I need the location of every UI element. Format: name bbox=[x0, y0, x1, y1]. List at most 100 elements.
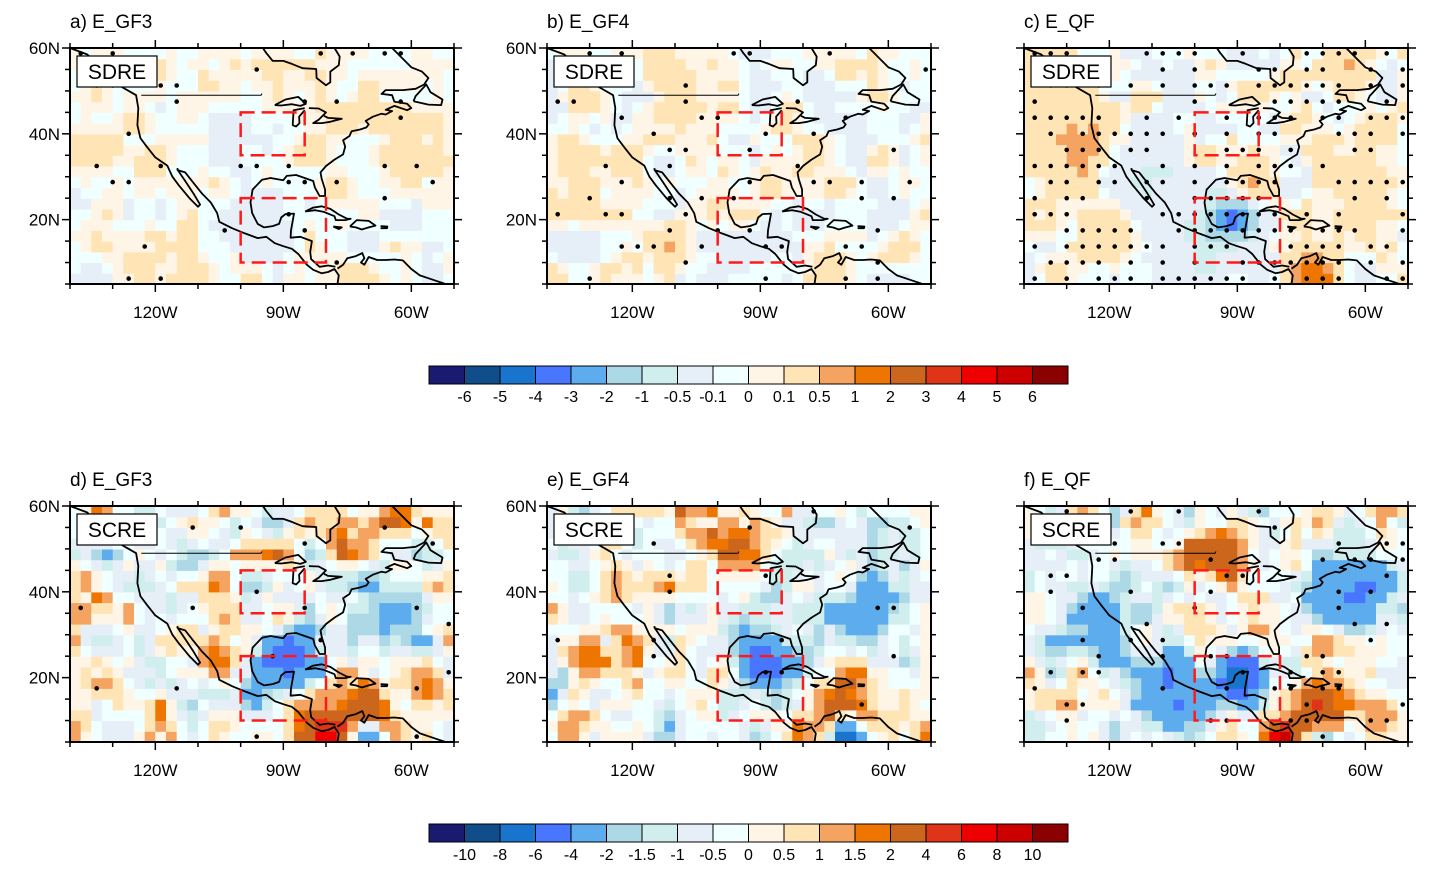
field-cell bbox=[835, 559, 847, 571]
field-cell bbox=[792, 187, 804, 199]
field-cell bbox=[813, 187, 825, 199]
field-cell bbox=[899, 198, 911, 210]
field-cell bbox=[230, 645, 242, 657]
significance-dot bbox=[1096, 131, 1101, 137]
field-cell bbox=[1077, 198, 1089, 210]
field-cell bbox=[326, 58, 338, 70]
field-cell bbox=[155, 548, 167, 561]
significance-dot bbox=[1288, 147, 1293, 153]
field-cell bbox=[70, 570, 82, 582]
field-cell bbox=[187, 90, 199, 103]
field-cell bbox=[675, 581, 687, 593]
field-cell bbox=[888, 720, 900, 732]
field-cell bbox=[1152, 112, 1164, 124]
field-cell bbox=[1173, 101, 1185, 113]
field-cell bbox=[432, 230, 444, 242]
significance-dot bbox=[302, 605, 308, 611]
field-cell bbox=[643, 581, 655, 593]
field-cell bbox=[600, 731, 612, 742]
field-cell bbox=[835, 591, 847, 604]
field-cell bbox=[326, 230, 338, 242]
field-cell bbox=[1024, 284, 1035, 295]
field-cell bbox=[400, 624, 412, 636]
field-cell bbox=[251, 677, 263, 689]
field-cell bbox=[219, 742, 230, 753]
field-cell bbox=[70, 176, 82, 188]
field-cell bbox=[390, 166, 402, 178]
field-cell bbox=[728, 133, 740, 146]
field-cell bbox=[856, 559, 868, 571]
field-cell bbox=[262, 709, 274, 722]
field-cell bbox=[1226, 144, 1238, 156]
field-cell bbox=[1034, 720, 1046, 732]
field-cell bbox=[1109, 144, 1121, 156]
field-cell bbox=[187, 219, 199, 231]
field-cell bbox=[611, 602, 623, 614]
field-cell bbox=[368, 709, 380, 722]
field-cell bbox=[198, 516, 210, 528]
field-cell bbox=[1344, 112, 1356, 124]
field-cell bbox=[80, 559, 92, 571]
field-cell bbox=[1162, 112, 1174, 124]
field-cell bbox=[358, 48, 370, 60]
field-cell bbox=[781, 656, 793, 668]
field-cell bbox=[899, 602, 911, 614]
field-cell bbox=[123, 198, 135, 210]
field-cell bbox=[155, 634, 167, 646]
field-cell bbox=[294, 241, 306, 253]
field-cell bbox=[1194, 133, 1206, 146]
field-cell bbox=[1397, 262, 1408, 274]
field-cell bbox=[176, 506, 188, 518]
field-cell bbox=[1280, 176, 1292, 188]
field-cell bbox=[1322, 58, 1334, 70]
field-cell bbox=[1280, 133, 1292, 146]
field-cell bbox=[1269, 144, 1281, 156]
field-cell bbox=[187, 80, 199, 92]
field-cell bbox=[877, 187, 889, 199]
coastline-puerto-rico bbox=[857, 225, 866, 230]
field-cell bbox=[336, 602, 348, 614]
field-cell bbox=[1237, 80, 1249, 92]
field-cell bbox=[909, 58, 921, 70]
field-cell bbox=[198, 742, 209, 753]
field-cell bbox=[813, 123, 825, 135]
field-cell bbox=[283, 284, 294, 295]
field-cell bbox=[432, 624, 444, 636]
field-cell bbox=[1056, 731, 1068, 742]
field-cell bbox=[1376, 230, 1388, 242]
field-cell bbox=[1120, 112, 1132, 124]
field-cell bbox=[696, 527, 708, 539]
field-cell bbox=[589, 688, 601, 700]
field-cell bbox=[621, 688, 633, 700]
field-cell bbox=[294, 720, 306, 732]
field-cell bbox=[1131, 284, 1142, 295]
field-cell bbox=[1066, 591, 1078, 604]
variable-label: SCRE bbox=[553, 513, 635, 546]
field-cell bbox=[390, 208, 402, 221]
field-cell bbox=[134, 742, 145, 753]
field-cell bbox=[781, 634, 793, 646]
field-cell bbox=[187, 699, 199, 711]
field-cell bbox=[1205, 166, 1217, 178]
field-cell bbox=[899, 69, 911, 81]
field-cell bbox=[813, 591, 825, 604]
field-cell bbox=[422, 187, 434, 199]
field-cell bbox=[1184, 123, 1196, 135]
field-cell bbox=[70, 548, 82, 561]
field-cell bbox=[664, 112, 676, 124]
field-cell bbox=[1248, 219, 1260, 231]
field-cell bbox=[696, 198, 708, 210]
field-cell bbox=[1056, 241, 1068, 253]
x-tick-label: 120W bbox=[133, 303, 177, 322]
field-cell bbox=[262, 155, 274, 167]
field-cell bbox=[675, 527, 687, 539]
field-cell bbox=[600, 634, 612, 646]
field-cell bbox=[1184, 155, 1196, 167]
field-cell bbox=[1397, 123, 1408, 135]
significance-dot bbox=[923, 67, 928, 72]
field-cell bbox=[760, 251, 772, 264]
field-cell bbox=[123, 90, 135, 103]
field-cell bbox=[824, 155, 836, 167]
field-cell bbox=[557, 273, 569, 284]
field-cell bbox=[432, 591, 444, 604]
